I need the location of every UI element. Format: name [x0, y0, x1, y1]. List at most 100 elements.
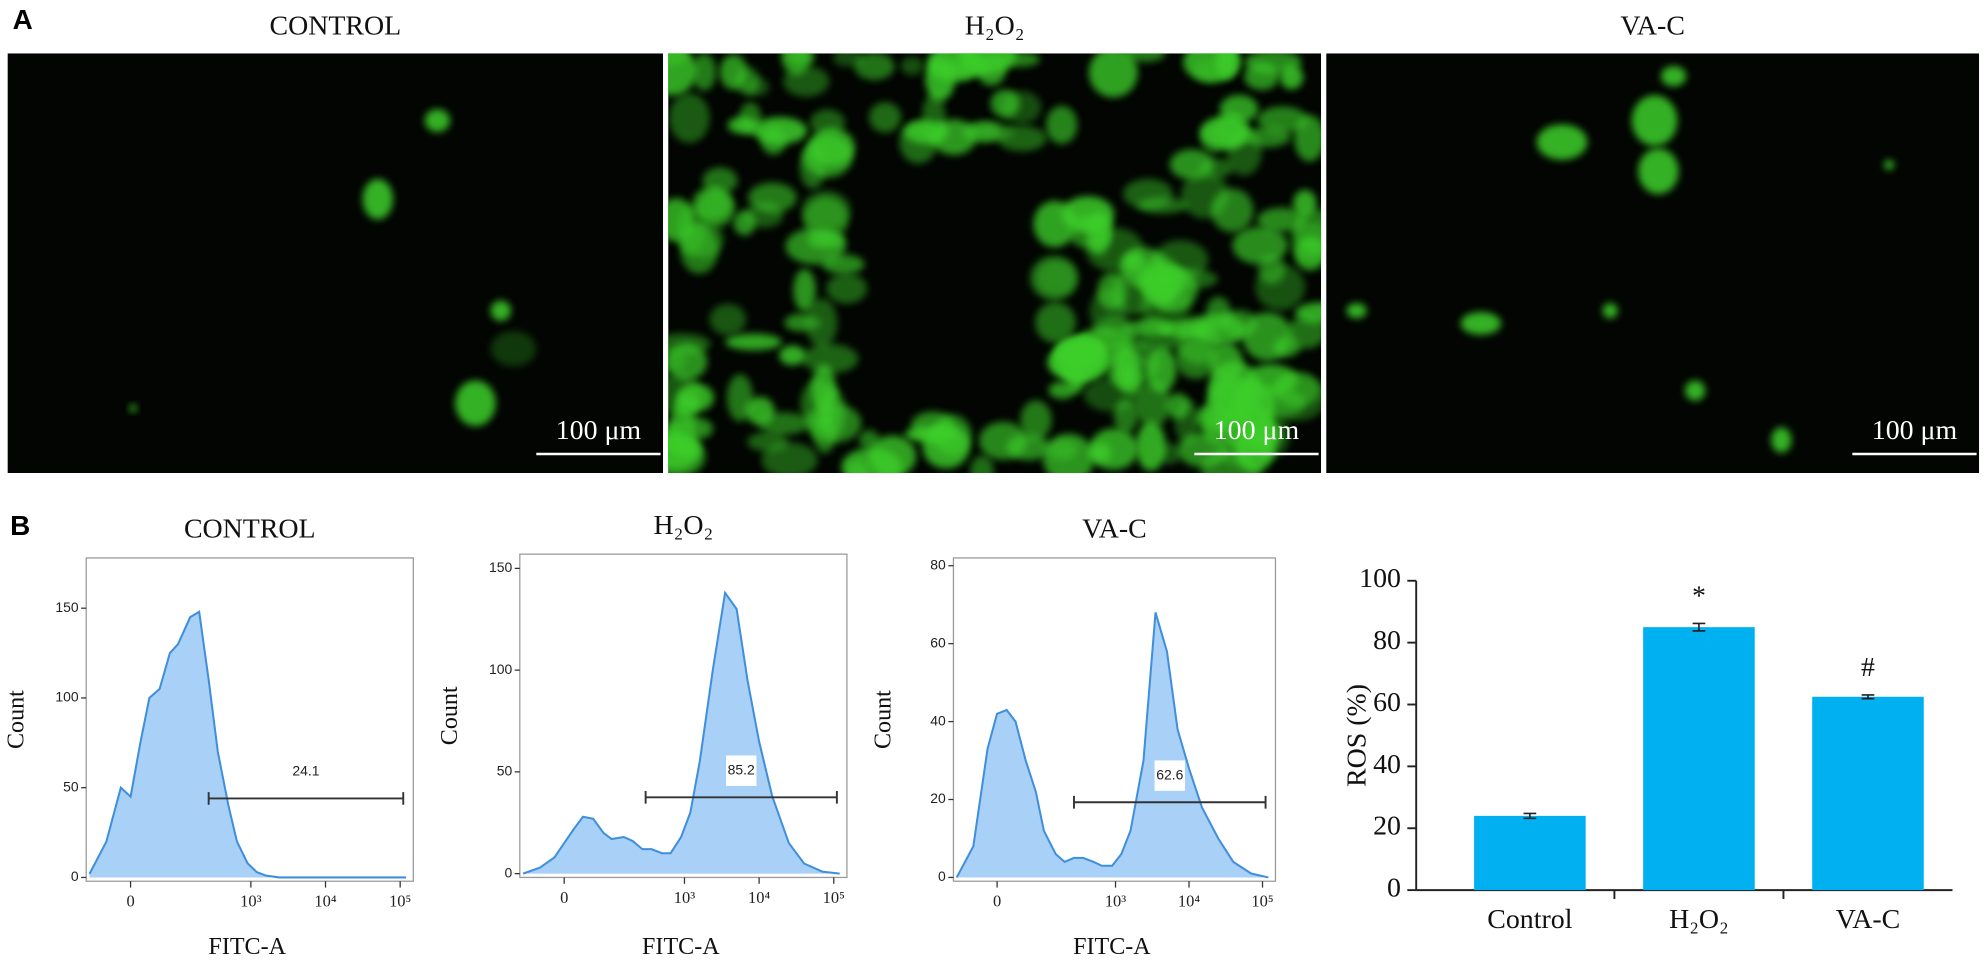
cell — [692, 186, 732, 221]
gate-label-box — [290, 756, 322, 788]
y-tick-label: 40 — [930, 712, 946, 728]
micrograph — [668, 53, 1322, 473]
cell — [1134, 335, 1180, 352]
cell — [899, 121, 938, 164]
x-tick-label: Control — [1487, 904, 1572, 935]
cell — [455, 380, 496, 427]
cell — [1020, 400, 1052, 440]
cell — [1211, 188, 1254, 233]
cell — [1257, 106, 1308, 133]
cell — [1042, 433, 1095, 473]
gate-label-box — [726, 755, 757, 786]
y-tick-label: 50 — [63, 778, 79, 794]
y-tick-label: 150 — [55, 599, 79, 615]
cell — [868, 435, 917, 473]
cell — [854, 53, 895, 81]
cell — [1242, 312, 1293, 361]
cell — [1660, 66, 1687, 87]
y-axis-label: Count — [437, 686, 463, 745]
chart-title: VA-C — [1082, 514, 1147, 545]
cell — [1113, 398, 1139, 434]
cell — [1061, 196, 1114, 232]
cell — [1089, 289, 1127, 335]
cell — [1206, 296, 1231, 330]
y-axis-label: Count — [3, 690, 29, 749]
x-axis-label: FITC-A — [1073, 934, 1151, 960]
cell — [1161, 269, 1218, 289]
cell — [719, 54, 748, 90]
cell — [1055, 337, 1104, 365]
image-title: VA-C — [1620, 10, 1685, 41]
cell — [1036, 260, 1076, 296]
cell — [1045, 105, 1078, 144]
cell — [900, 56, 925, 76]
image-title: CONTROL — [270, 10, 402, 41]
cell — [668, 53, 697, 96]
cell — [709, 303, 747, 336]
cell — [362, 178, 394, 220]
cell — [1194, 405, 1233, 433]
cell — [1289, 221, 1322, 261]
y-tick-label: 100 — [55, 689, 79, 705]
cell — [668, 434, 706, 473]
y-tick-label: 0 — [1387, 873, 1401, 904]
x-axis-label: FITC-A — [208, 934, 286, 960]
cell — [802, 344, 859, 374]
cell — [1119, 246, 1166, 288]
gate-label: 85.2 — [728, 761, 755, 777]
x-tick-label: H₂O₂ — [1669, 904, 1729, 935]
cell — [970, 455, 994, 473]
error-bar — [1861, 694, 1875, 700]
cell — [931, 119, 977, 155]
cell — [786, 53, 816, 66]
y-tick-label: 40 — [1373, 749, 1401, 780]
cell — [972, 121, 1014, 141]
cell — [805, 298, 838, 348]
y-tick-label: 0 — [938, 868, 946, 884]
cell — [1294, 114, 1322, 162]
x-tick-label: 10³ — [240, 892, 261, 911]
cell — [1137, 197, 1188, 214]
cell — [1232, 226, 1288, 265]
cell — [752, 117, 808, 145]
cell — [932, 414, 972, 456]
significance-mark: # — [1861, 652, 1875, 683]
x-axis-label: FITC-A — [642, 934, 720, 960]
y-tick-label: 20 — [930, 790, 946, 806]
gate — [207, 792, 405, 805]
cell — [1219, 94, 1259, 123]
y-tick-label: 100 — [489, 661, 513, 677]
cell — [1176, 315, 1221, 365]
cell — [1089, 428, 1139, 470]
error-bar — [1692, 622, 1706, 632]
cell — [1631, 95, 1678, 146]
cell — [725, 333, 782, 351]
cell — [727, 116, 758, 134]
cell — [1035, 302, 1076, 344]
y-tick-label: 80 — [930, 556, 946, 572]
cell — [668, 416, 714, 441]
cell — [1257, 207, 1307, 232]
scale-bar-label: 100 μm — [1214, 415, 1300, 446]
cell — [1215, 53, 1238, 79]
cell — [1293, 189, 1317, 218]
x-tick-label: 0 — [560, 888, 568, 907]
cell — [1088, 53, 1138, 98]
cell — [793, 268, 816, 312]
y-axis-label: Count — [870, 690, 896, 749]
cell — [676, 383, 714, 412]
cell — [1536, 124, 1588, 160]
x-tick-label: 10⁴ — [748, 888, 770, 907]
cell — [1177, 432, 1229, 468]
gate-label-box — [1154, 760, 1185, 791]
gate — [644, 790, 838, 804]
cell — [809, 109, 846, 137]
area-fill — [956, 612, 1269, 878]
cell — [726, 374, 753, 422]
cell — [1124, 53, 1166, 62]
cell — [1884, 159, 1895, 170]
image-title: H₂O₂ — [965, 10, 1025, 41]
x-tick-label: 10⁵ — [1251, 892, 1273, 911]
